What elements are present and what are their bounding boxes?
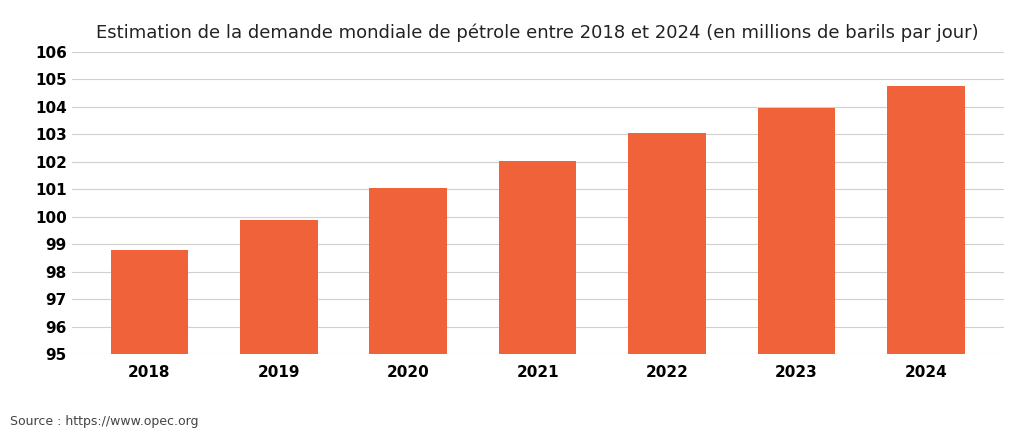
Bar	[628, 133, 706, 354]
Bar	[370, 188, 447, 354]
Bar	[111, 250, 188, 354]
Bar	[887, 86, 965, 354]
Bar	[499, 161, 577, 354]
Bar	[758, 108, 836, 354]
Text: Source : https://www.opec.org: Source : https://www.opec.org	[10, 415, 199, 428]
Title: Estimation de la demande mondiale de pétrole entre 2018 et 2024 (en millions de : Estimation de la demande mondiale de pét…	[96, 23, 979, 42]
Bar	[240, 220, 317, 354]
